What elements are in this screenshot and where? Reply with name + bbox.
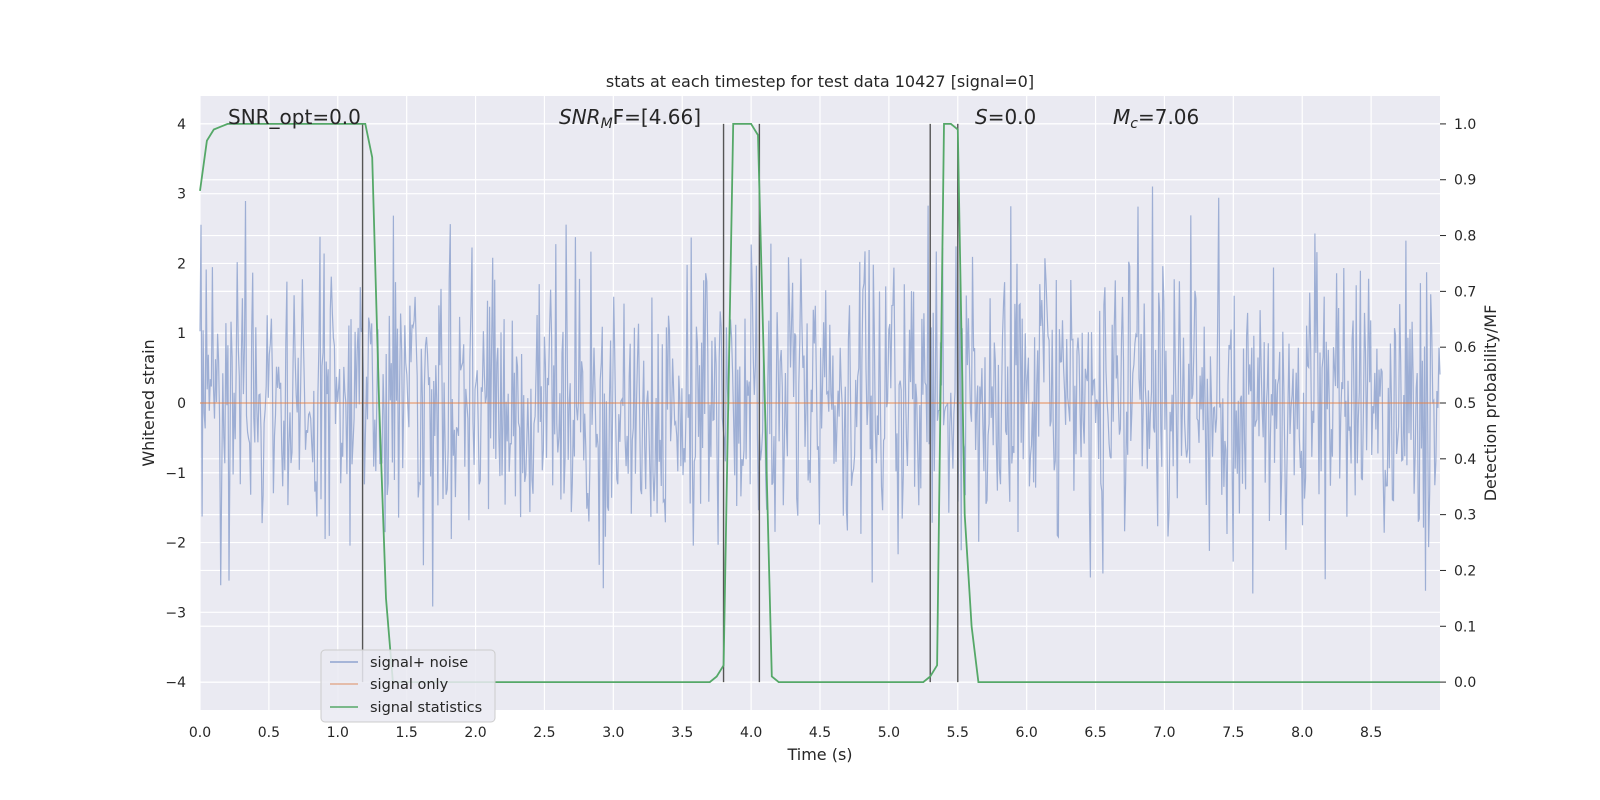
y-right-tick-label: 0.3 bbox=[1454, 508, 1476, 524]
series-signal-statistics bbox=[199, 123, 1440, 683]
y-right-tick-label: 0.5 bbox=[1454, 396, 1476, 412]
x-tick-label: 1.0 bbox=[327, 725, 349, 741]
series-signal-noise bbox=[199, 186, 1441, 607]
legend-label-signal-noise: signal+ noise bbox=[370, 655, 468, 671]
legend-box bbox=[320, 649, 496, 723]
x-axis-label: Time (s) bbox=[786, 745, 852, 764]
y-left-tick-label: 2 bbox=[177, 256, 186, 272]
y-left-tick-label: −3 bbox=[165, 605, 186, 621]
y-right-tick-label: 0.6 bbox=[1454, 340, 1476, 356]
chart-title: stats at each timestep for test data 104… bbox=[606, 72, 1034, 91]
x-tick-label: 3.0 bbox=[602, 725, 624, 741]
y-right-tick-label: 1.0 bbox=[1454, 117, 1476, 133]
x-tick-label: 5.5 bbox=[947, 725, 969, 741]
y-left-tick-label: −1 bbox=[165, 466, 186, 482]
x-tick-label: 0.0 bbox=[189, 725, 211, 741]
annotation-s: S=0.0 bbox=[975, 105, 1036, 129]
y-left-tick-label: 1 bbox=[177, 326, 186, 342]
y-left-tick-label: −2 bbox=[165, 536, 186, 552]
x-tick-label: 4.0 bbox=[740, 725, 762, 741]
series-line-signal-noise bbox=[199, 186, 1441, 607]
annotation-mc: Mc=7.06 bbox=[1113, 105, 1199, 132]
series-line-signal-statistics bbox=[199, 123, 1440, 683]
y-axis-left-label: Whitened strain bbox=[139, 339, 158, 466]
annotation-snr-opt: SNR_opt=0.0 bbox=[228, 105, 361, 129]
x-tick-label: 7.5 bbox=[1222, 725, 1244, 741]
x-tick-label: 2.5 bbox=[533, 725, 555, 741]
x-tick-label: 8.0 bbox=[1291, 725, 1313, 741]
y-right-tick-label: 0.1 bbox=[1454, 619, 1476, 635]
y-left-tick-label: 3 bbox=[177, 187, 186, 203]
x-tick-label: 1.5 bbox=[396, 725, 418, 741]
x-tick-label: 6.0 bbox=[1016, 725, 1038, 741]
annotation-snr-mf: SNRMF=[4.66] bbox=[559, 105, 701, 132]
y-right-tick-label: 0.7 bbox=[1454, 284, 1476, 300]
y-right-tick-label: 0.2 bbox=[1454, 563, 1476, 579]
x-tick-label: 8.5 bbox=[1360, 725, 1382, 741]
y-right-tick-label: 0.8 bbox=[1454, 229, 1476, 245]
x-tick-label: 4.5 bbox=[809, 725, 831, 741]
x-tick-label: 6.5 bbox=[1084, 725, 1106, 741]
y-axis-right-ticks: 1.0 0.9 0.8 0.7 0.6 0.5 0.4 0.3 0.2 0.1 0.0 bbox=[1440, 117, 1476, 691]
y-right-tick-label: 0.0 bbox=[1454, 675, 1476, 691]
x-tick-label: 3.5 bbox=[671, 725, 693, 741]
y-right-tick-label: 0.9 bbox=[1454, 173, 1476, 189]
x-tick-label: 5.0 bbox=[878, 725, 900, 741]
x-axis-ticks: 0.0 0.5 1.0 1.5 2.0 2.5 3.0 3.5 4.0 4.5 5.0 5.5 6.0 6… bbox=[189, 725, 1382, 741]
legend: signal+ noise signal only signal statist… bbox=[320, 649, 496, 723]
legend-label-signal-only: signal only bbox=[370, 677, 449, 693]
y-axis-right-label: Detection probability/MF bbox=[1481, 305, 1500, 502]
x-tick-label: 7.0 bbox=[1153, 725, 1175, 741]
y-left-tick-label: 4 bbox=[177, 117, 186, 133]
y-right-tick-label: 0.4 bbox=[1454, 452, 1476, 468]
x-tick-label: 2.0 bbox=[464, 725, 486, 741]
y-left-tick-label: 0 bbox=[177, 396, 186, 412]
legend-label-signal-statistics: signal statistics bbox=[370, 700, 482, 716]
y-left-tick-label: −4 bbox=[165, 675, 186, 691]
x-tick-label: 0.5 bbox=[258, 725, 280, 741]
y-axis-left-ticks: 4 3 2 1 0 −1 −2 −3 −4 bbox=[165, 117, 186, 691]
